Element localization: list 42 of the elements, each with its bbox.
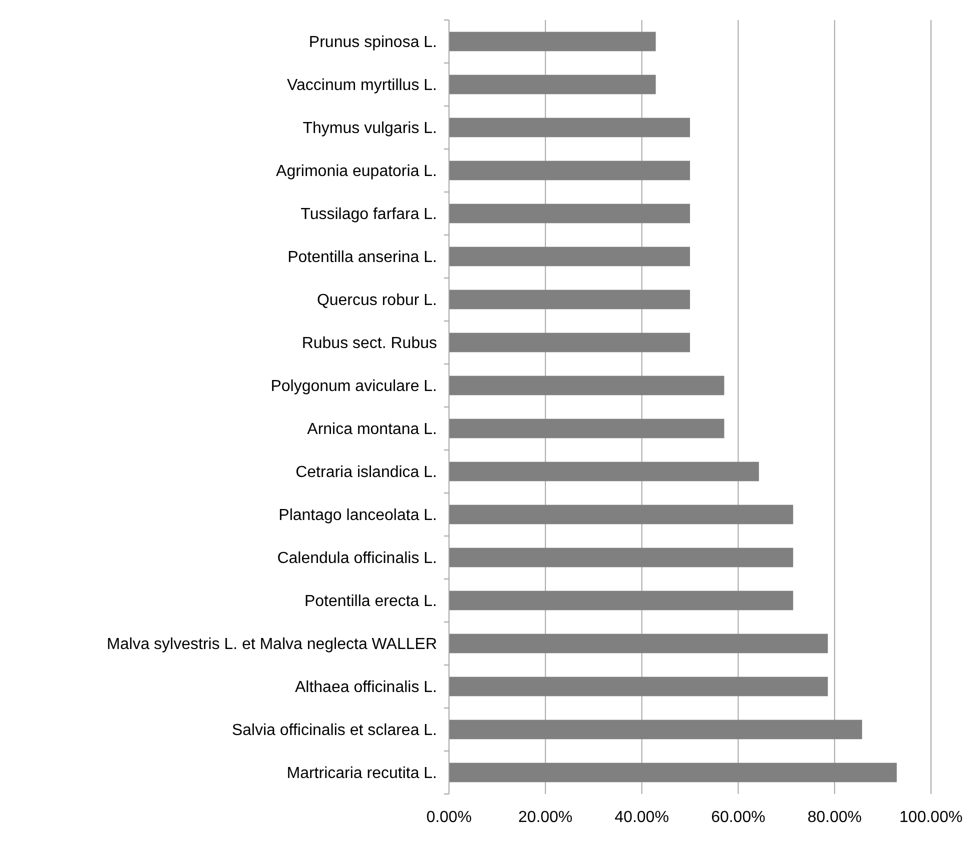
- y-tick-label: Rubus sect. Rubus: [302, 335, 437, 352]
- y-tick-label: Quercus robur L.: [316, 292, 437, 310]
- bar: [449, 74, 656, 94]
- bar: [449, 290, 690, 310]
- y-tick-label: Salvia officinalis et sclarea L.: [232, 722, 437, 740]
- y-tick-label: Prunus spinosa L.: [308, 34, 437, 52]
- bar: [449, 118, 690, 138]
- bar: [449, 720, 862, 740]
- bar: [449, 590, 794, 610]
- y-tick-label: Potentilla erecta L.: [304, 593, 437, 610]
- bar: [449, 332, 690, 352]
- bar: [449, 762, 897, 782]
- x-tick-label: 40.00%: [614, 809, 669, 826]
- y-tick-label: Martricaria recutita L.: [286, 765, 437, 782]
- y-tick-label: Calendula officinalis L.: [277, 550, 437, 568]
- bar: [449, 462, 759, 482]
- y-tick-label: Cetraria islandica L.: [296, 464, 437, 482]
- bar: [449, 376, 724, 396]
- bar: [449, 246, 690, 266]
- y-tick-label: Arnica montana L.: [307, 421, 437, 438]
- bar: [449, 548, 794, 568]
- y-tick-label: Plantago lanceolata L.: [278, 507, 437, 524]
- y-tick-label: Polygonum aviculare L.: [270, 378, 437, 396]
- y-tick-label: Potentilla anserina L.: [288, 249, 437, 266]
- bar: [449, 676, 828, 696]
- y-tick-label: Malva sylvestris L. et Malva neglecta WALLER: [106, 636, 437, 654]
- y-tick-label: Tussilago farfara L.: [300, 206, 437, 224]
- bar: [449, 634, 828, 654]
- x-tick-label: 80.00%: [807, 809, 862, 826]
- bar: [449, 204, 690, 224]
- x-tick-label: 100.00%: [899, 809, 963, 826]
- x-tick-label: 20.00%: [518, 809, 573, 826]
- y-tick-label: Thymus vulgaris L.: [302, 120, 437, 138]
- bar: [449, 504, 794, 524]
- bar: [449, 32, 656, 52]
- y-tick-label: Althaea officinalis L.: [294, 679, 437, 696]
- bar: [449, 418, 724, 438]
- bar: [449, 160, 690, 180]
- x-tick-label: 60.00%: [711, 809, 766, 826]
- y-tick-label: Vaccinum myrtillus L.: [287, 77, 437, 94]
- x-tick-label: 0.00%: [426, 809, 472, 826]
- y-tick-label: Agrimonia eupatoria L.: [276, 163, 437, 180]
